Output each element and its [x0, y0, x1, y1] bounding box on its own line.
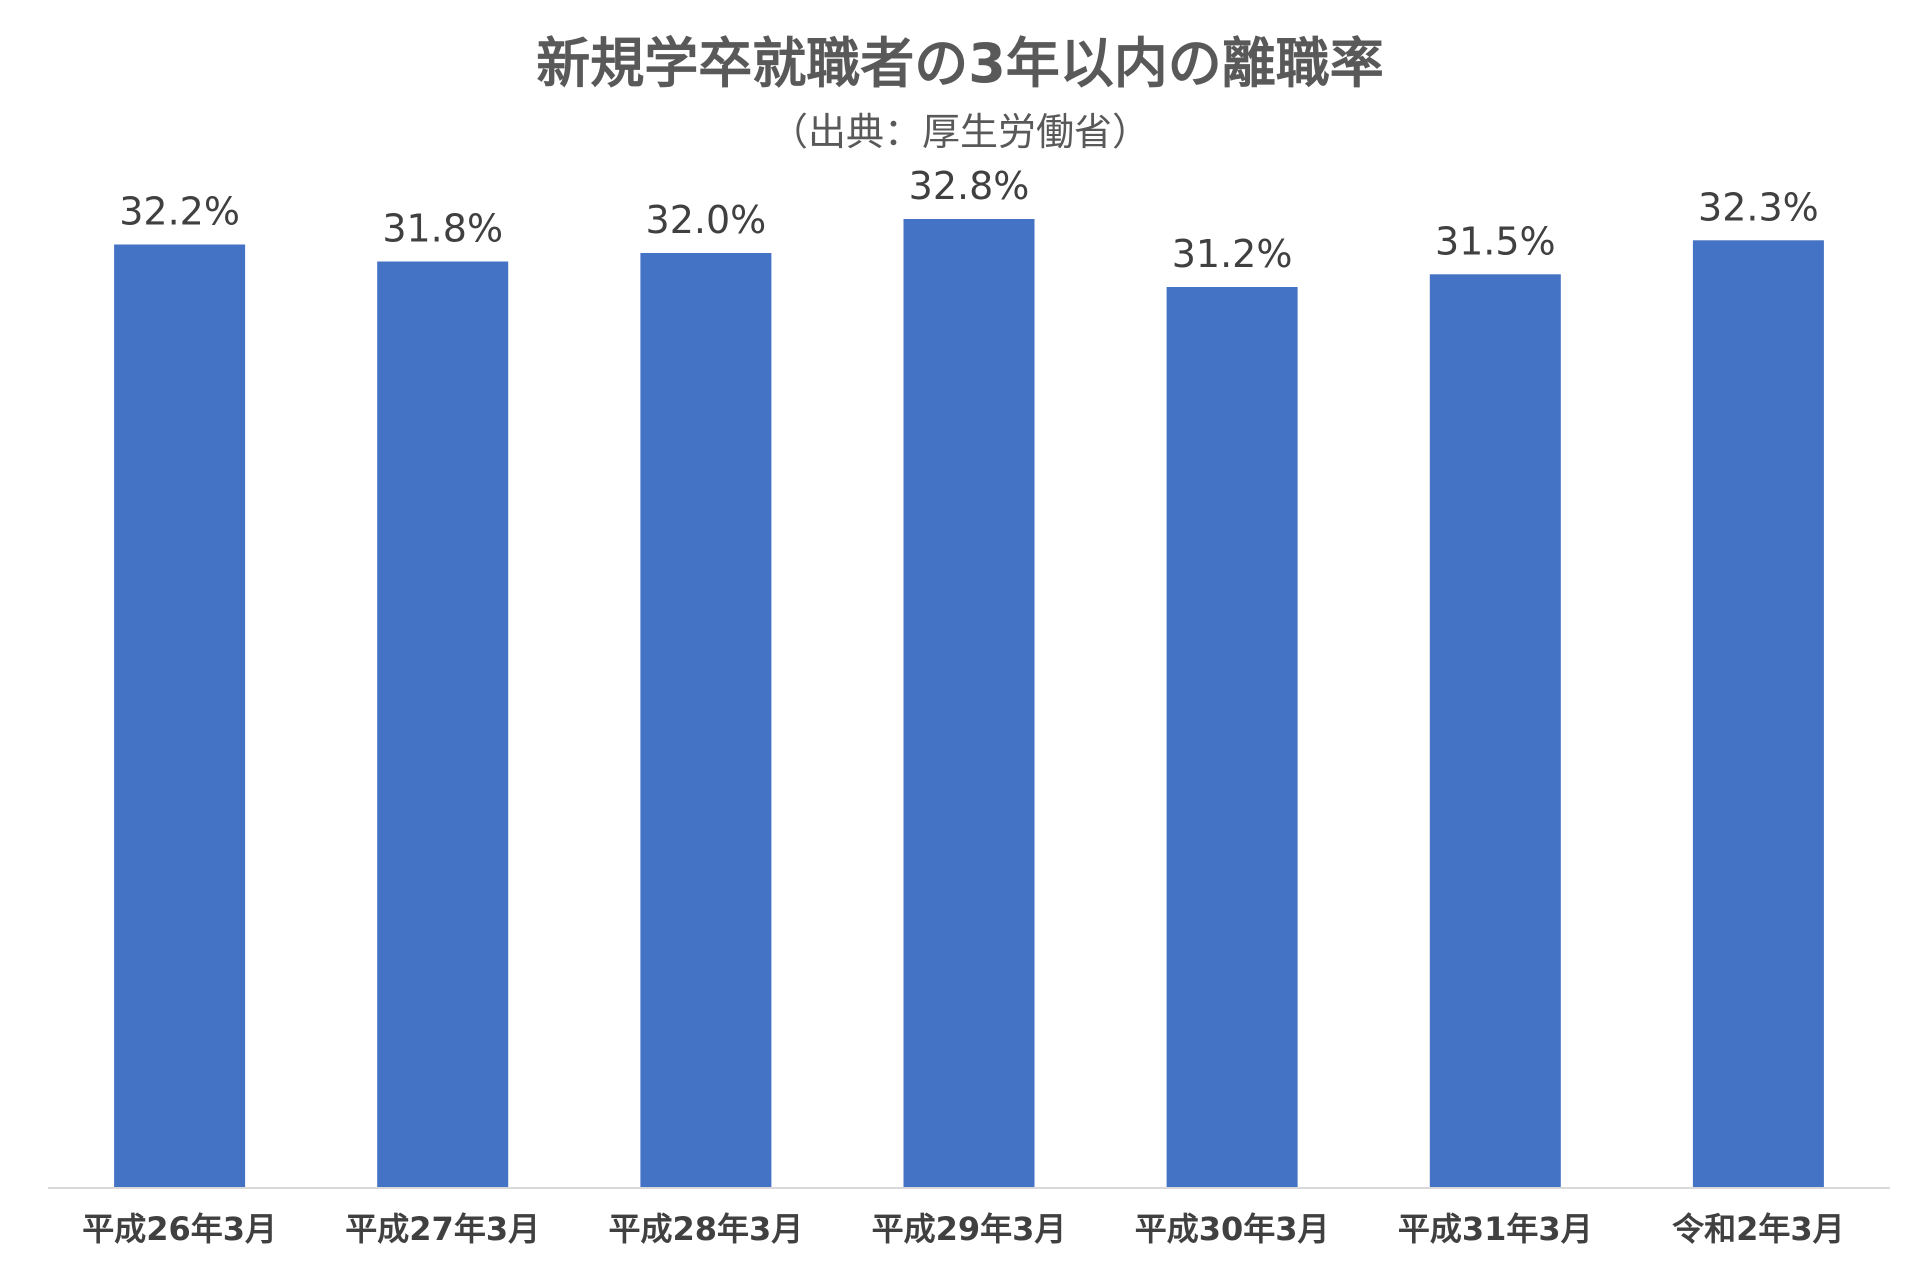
x-tick-label-2: 平成27年3月 — [345, 1210, 540, 1248]
bar-2 — [377, 261, 509, 1188]
data-label-2: 31.8% — [382, 207, 503, 251]
bar-1 — [114, 244, 246, 1188]
chart-subtitle: （出典：厚生労働省） — [770, 110, 1150, 154]
x-tick-label-7: 令和2年3月 — [1672, 1210, 1845, 1248]
data-label-6: 31.5% — [1435, 219, 1556, 263]
chart-title: 新規学卒就職者の3年以内の離職率 — [536, 32, 1384, 95]
x-tick-label-3: 平成28年3月 — [608, 1210, 803, 1248]
data-label-3: 32.0% — [646, 198, 767, 242]
bar-7 — [1692, 240, 1824, 1189]
data-label-1: 32.2% — [119, 190, 240, 234]
bar-5 — [1166, 287, 1298, 1188]
bars-layer — [114, 219, 1824, 1189]
x-tick-labels-layer: 平成26年3月 平成27年3月 平成28年3月 平成29年3月 平成30年3月 平成31年… — [82, 1210, 1844, 1248]
bar-4 — [903, 219, 1035, 1188]
x-tick-label-6: 平成31年3月 — [1398, 1210, 1593, 1248]
data-label-5: 31.2% — [1172, 232, 1293, 276]
x-tick-label-1: 平成26年3月 — [82, 1210, 277, 1248]
bar-6 — [1429, 274, 1561, 1189]
x-tick-label-4: 平成29年3月 — [872, 1210, 1067, 1248]
data-label-4: 32.8% — [909, 164, 1030, 208]
bar-3 — [640, 253, 772, 1188]
data-label-7: 32.3% — [1698, 185, 1819, 229]
data-labels-layer: 32.2% 31.8% 32.0% 32.8% 31.2% 31.5% 32.3% — [119, 164, 1819, 276]
x-tick-label-5: 平成30年3月 — [1135, 1210, 1330, 1248]
